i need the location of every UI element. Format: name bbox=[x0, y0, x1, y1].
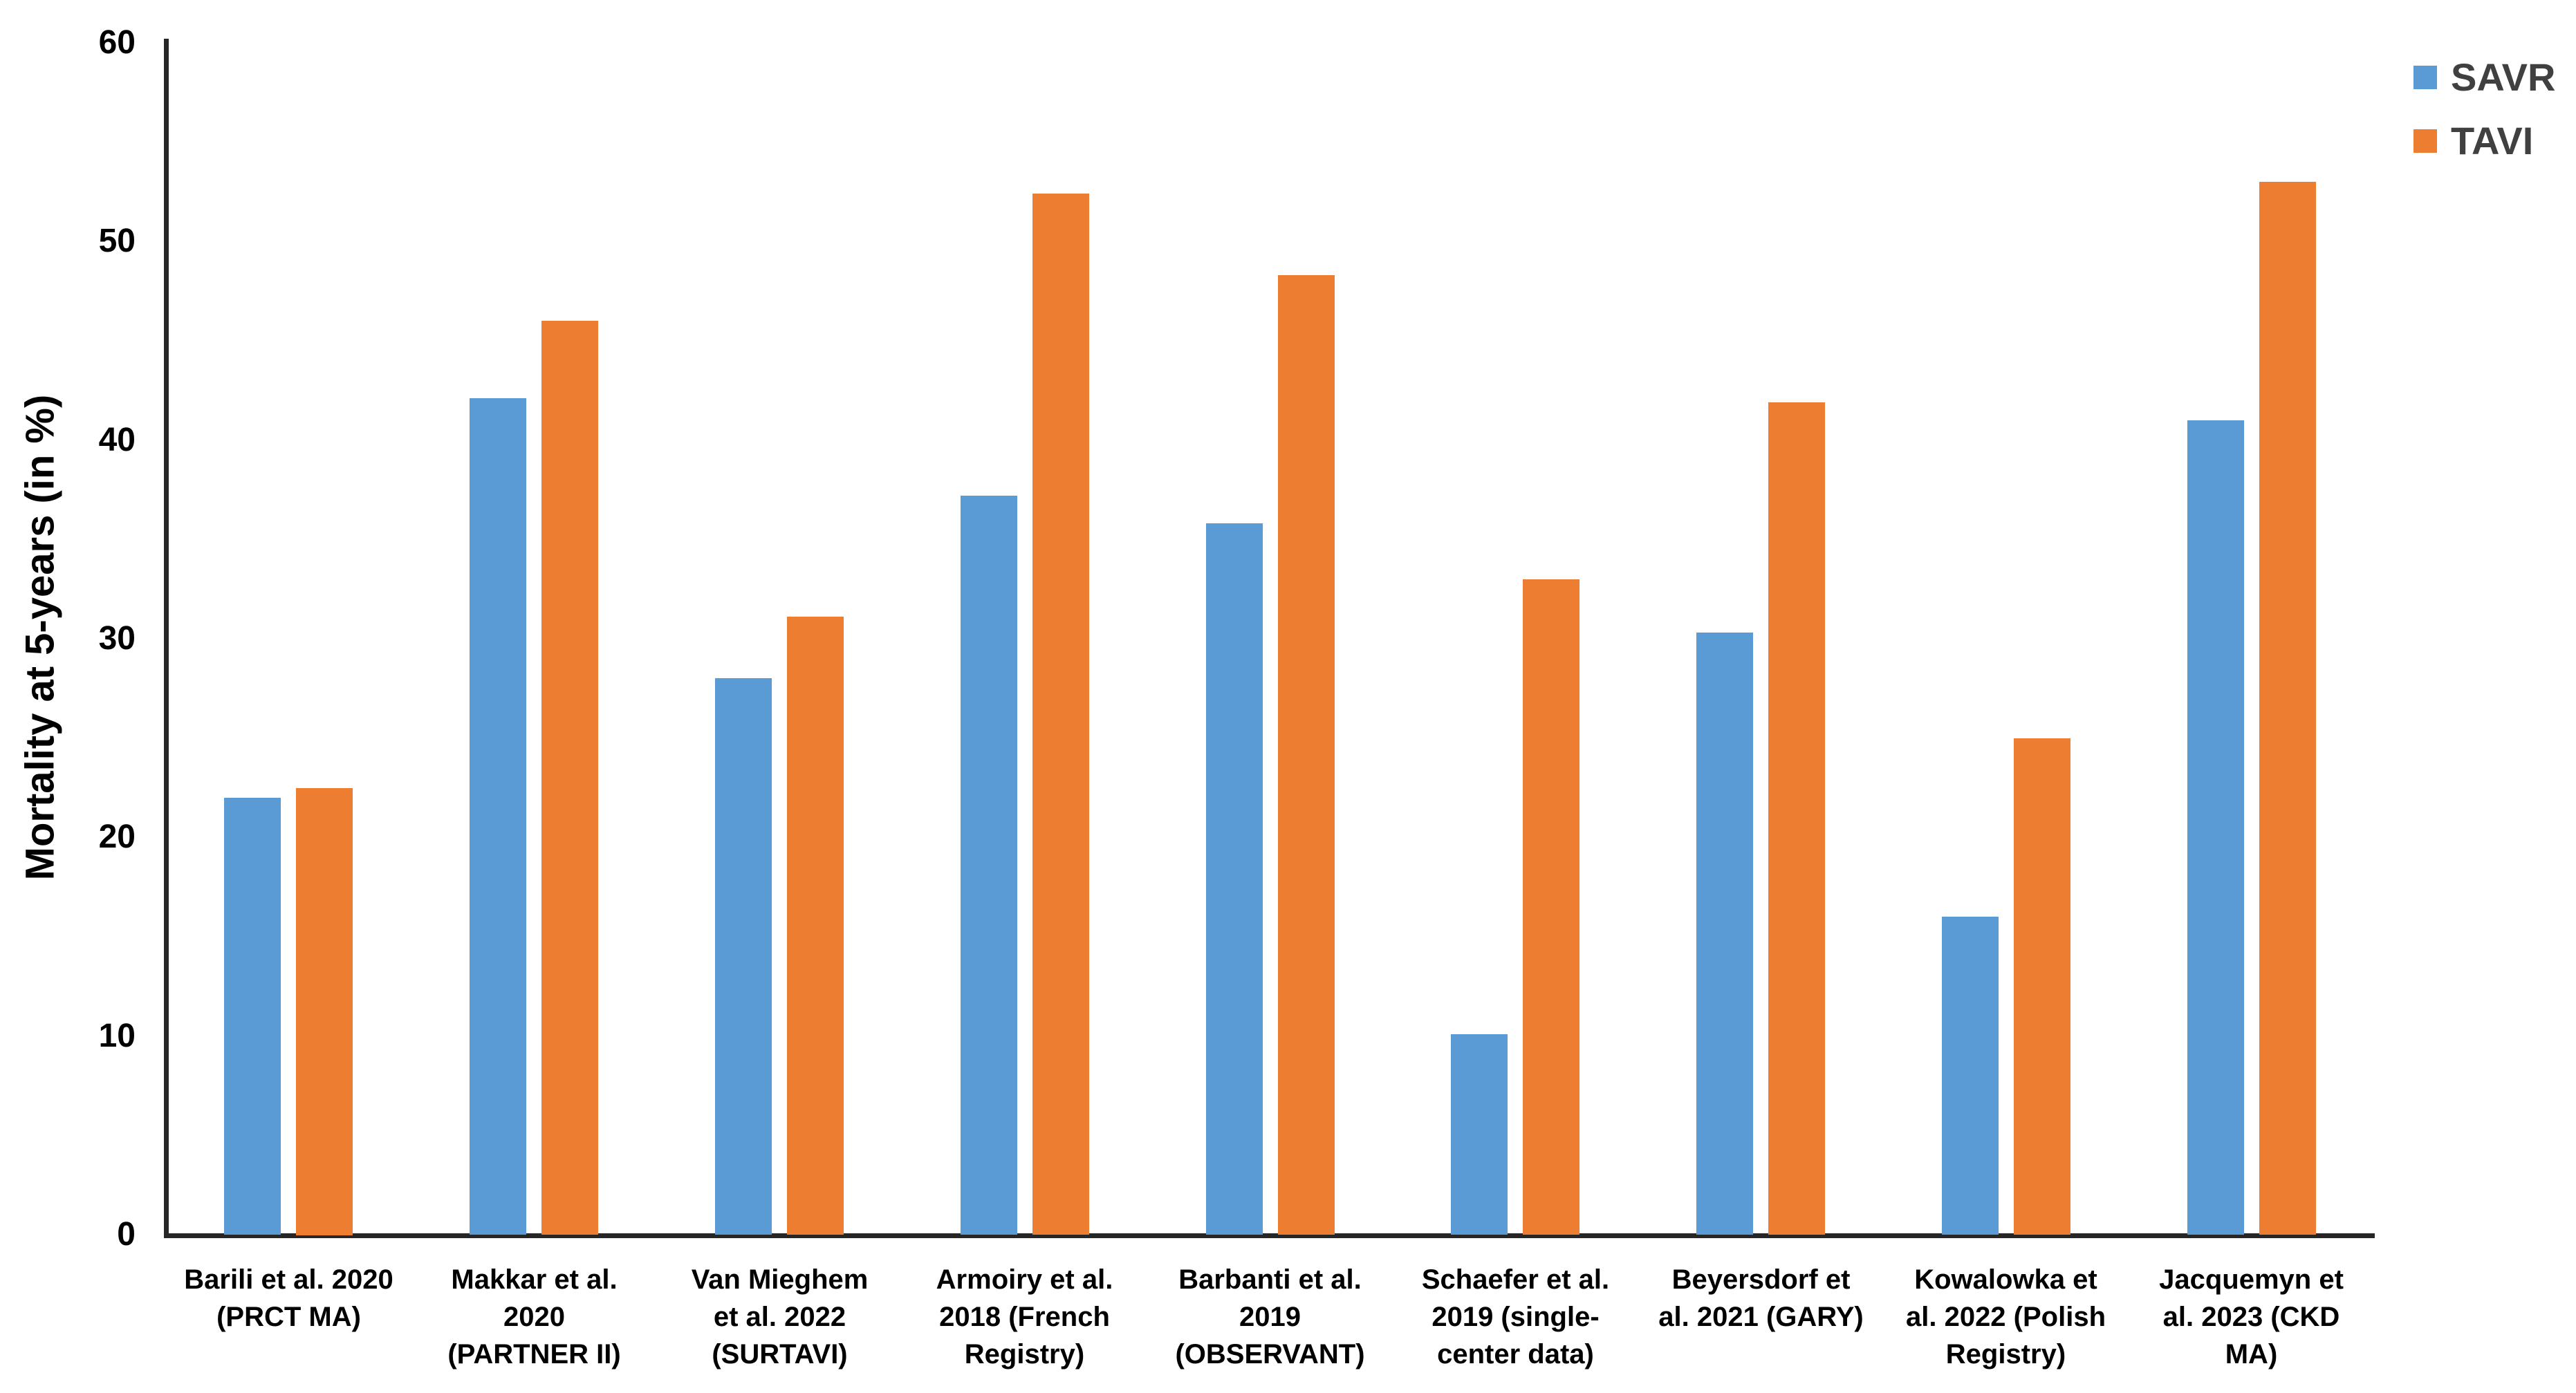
y-axis-line bbox=[164, 39, 169, 1238]
y-tick-label-20: 20 bbox=[98, 819, 136, 856]
legend: SAVR TAVI bbox=[2413, 58, 2555, 185]
bar-savr-1 bbox=[224, 798, 281, 1235]
x-category-label-2: Makkar et al. 2020 (PARTNER II) bbox=[447, 1264, 621, 1369]
bar-savr-2 bbox=[470, 398, 526, 1235]
bar-tavi-9 bbox=[2259, 182, 2316, 1235]
y-tick-label-60: 60 bbox=[98, 24, 136, 61]
x-category-label-1: Barili et al. 2020 (PRCT MA) bbox=[184, 1264, 393, 1332]
bar-tavi-6 bbox=[1523, 579, 1579, 1235]
legend-swatch-tavi bbox=[2413, 129, 2437, 153]
bar-tavi-1 bbox=[296, 788, 353, 1235]
bar-tavi-7 bbox=[1768, 402, 1825, 1235]
legend-item-tavi: TAVI bbox=[2413, 122, 2555, 160]
y-tick-label-10: 10 bbox=[98, 1017, 136, 1054]
y-tick-label-40: 40 bbox=[98, 421, 136, 458]
legend-label-tavi: TAVI bbox=[2451, 119, 2534, 162]
y-tick-label-0: 0 bbox=[117, 1216, 136, 1253]
x-category-label-9: Jacquemyn et al. 2023 (CKD MA) bbox=[2159, 1264, 2344, 1369]
x-axis-line bbox=[164, 1233, 2375, 1238]
bar-tavi-4 bbox=[1032, 194, 1089, 1235]
bar-savr-4 bbox=[961, 496, 1017, 1235]
bar-savr-8 bbox=[1942, 917, 1999, 1235]
y-tick-label-30: 30 bbox=[98, 620, 136, 657]
bar-savr-3 bbox=[715, 678, 772, 1235]
legend-item-savr: SAVR bbox=[2413, 58, 2555, 97]
y-tick-label-50: 50 bbox=[98, 223, 136, 260]
legend-label-savr: SAVR bbox=[2451, 55, 2556, 99]
bar-savr-7 bbox=[1696, 633, 1753, 1235]
x-category-label-3: Van Mieghem et al. 2022 (SURTAVI) bbox=[691, 1264, 869, 1369]
bar-savr-9 bbox=[2187, 420, 2244, 1235]
bar-tavi-2 bbox=[541, 321, 598, 1235]
x-category-label-4: Armoiry et al. 2018 (French Registry) bbox=[936, 1264, 1113, 1369]
plot-area bbox=[166, 43, 2374, 1235]
bar-savr-6 bbox=[1451, 1034, 1508, 1235]
bar-tavi-3 bbox=[787, 617, 844, 1235]
x-category-label-6: Schaefer et al. 2019 (single- center dat… bbox=[1421, 1264, 1610, 1369]
x-category-label-8: Kowalowka et al. 2022 (Polish Registry) bbox=[1905, 1264, 2106, 1369]
x-category-label-5: Barbanti et al. 2019 (OBSERVANT) bbox=[1175, 1264, 1365, 1369]
bar-tavi-8 bbox=[2014, 738, 2070, 1235]
bar-savr-5 bbox=[1206, 523, 1263, 1235]
legend-swatch-savr bbox=[2413, 66, 2437, 89]
x-category-label-7: Beyersdorf et al. 2021 (GARY) bbox=[1658, 1264, 1864, 1332]
bar-tavi-5 bbox=[1278, 275, 1335, 1235]
